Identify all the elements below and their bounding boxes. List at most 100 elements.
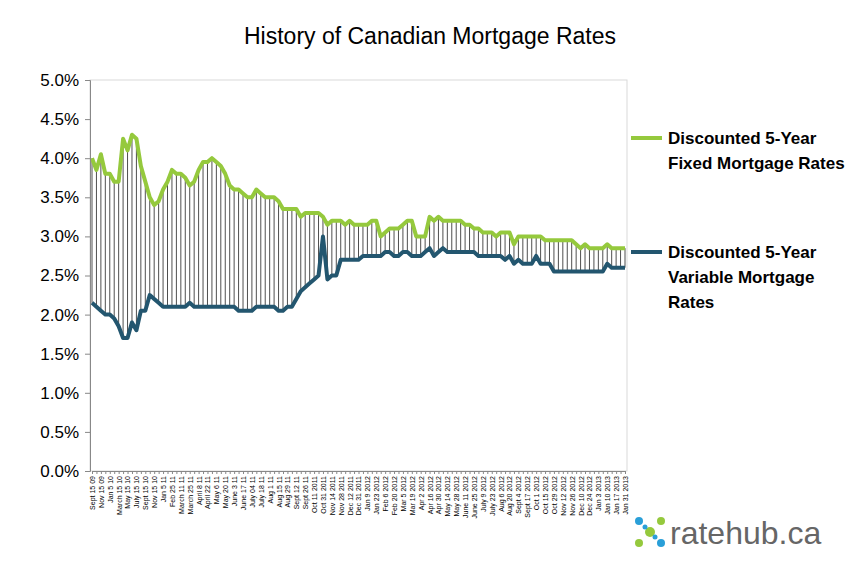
y-tick: 1.5% bbox=[40, 345, 90, 364]
spread-line bbox=[105, 174, 106, 315]
x-tick-label: Nov 14 2011 bbox=[329, 476, 336, 515]
spread-line bbox=[416, 236, 417, 256]
x-tick-label: Oct 31 2011 bbox=[320, 476, 327, 514]
x-tick-label: Jan 3 2013 bbox=[595, 476, 602, 511]
x-tick-mark bbox=[563, 471, 564, 474]
x-tick: Dec 12 2011 bbox=[347, 471, 354, 515]
x-tick: Nov 15 10 bbox=[151, 471, 158, 508]
x-tick: Aug 1 11 bbox=[267, 471, 275, 504]
spread-line bbox=[305, 213, 306, 287]
x-tick: Jan 31 2013 bbox=[622, 471, 629, 515]
spread-line bbox=[185, 178, 186, 307]
spread-line bbox=[216, 162, 217, 307]
y-tick: 4.5% bbox=[40, 110, 90, 129]
x-tick-mark bbox=[194, 471, 195, 474]
x-tick: Oct 1 2012 bbox=[533, 471, 540, 510]
x-tick: July 23 2012 bbox=[489, 471, 497, 516]
y-tick-mark bbox=[85, 236, 90, 237]
x-tick-label: April 8 11 bbox=[196, 476, 204, 505]
x-tick-mark bbox=[292, 471, 293, 474]
x-tick bbox=[185, 471, 186, 474]
y-tick-label: 1.5% bbox=[40, 345, 79, 364]
x-tick bbox=[114, 471, 115, 474]
spread-line bbox=[123, 139, 124, 338]
x-tick-mark bbox=[603, 471, 604, 474]
x-tick bbox=[416, 471, 417, 474]
x-tick-mark bbox=[230, 471, 231, 474]
spread-line bbox=[620, 248, 621, 268]
x-tick-mark bbox=[212, 471, 213, 474]
x-tick bbox=[567, 471, 568, 474]
x-tick: Aug 20 2012 bbox=[506, 471, 514, 516]
x-tick: Feb 20 2012 bbox=[391, 471, 398, 515]
x-tick-mark bbox=[572, 471, 573, 474]
spread-line bbox=[300, 217, 301, 291]
y-tick-label: 5.0% bbox=[40, 71, 79, 90]
x-tick: Apr 30 2012 bbox=[435, 471, 443, 514]
x-tick-label: Sept 15 10 bbox=[142, 476, 150, 510]
x-tick-mark bbox=[470, 471, 471, 474]
x-tick: Jan 3 2013 bbox=[595, 471, 602, 511]
x-tick: May 14 2012 bbox=[444, 471, 452, 516]
x-tick-label: Feb 20 2012 bbox=[391, 476, 398, 515]
plot-frame bbox=[90, 80, 627, 471]
x-tick-mark bbox=[310, 471, 311, 474]
x-tick bbox=[496, 471, 497, 474]
x-tick: Jan 10 2013 bbox=[604, 471, 611, 515]
x-tick-mark bbox=[359, 471, 360, 474]
spread-line bbox=[251, 197, 252, 310]
x-tick bbox=[381, 471, 382, 474]
x-tick-label: July 15 10 bbox=[133, 476, 141, 508]
spread-line bbox=[225, 174, 226, 307]
x-tick-mark bbox=[323, 471, 324, 474]
x-tick: Dec 31 2011 bbox=[355, 471, 362, 515]
x-tick-mark bbox=[296, 471, 297, 474]
x-tick-label: June 3 11 bbox=[231, 476, 238, 506]
x-tick-label: March 11 11 bbox=[178, 476, 185, 514]
x-tick-label: Nov 28 2011 bbox=[338, 476, 345, 515]
x-tick-label: Feb 6 2012 bbox=[382, 476, 389, 512]
x-tick-mark bbox=[523, 471, 524, 474]
x-tick-mark bbox=[403, 471, 404, 474]
x-tick-mark bbox=[270, 471, 271, 474]
x-tick: Aug 15 11 bbox=[276, 471, 284, 507]
y-axis: 0.0%0.5%1.0%1.5%2.0%2.5%3.0%3.5%4.0%4.5%… bbox=[40, 71, 90, 481]
spread-line bbox=[469, 225, 470, 252]
x-tick-label: Jan 10 2013 bbox=[604, 476, 611, 515]
x-tick-mark bbox=[385, 471, 386, 474]
x-tick: March 25 11 bbox=[187, 471, 194, 514]
spread-line bbox=[109, 174, 110, 315]
x-tick: Apr 2 2012 bbox=[418, 471, 426, 510]
x-tick-mark bbox=[261, 471, 262, 474]
spread-line bbox=[114, 182, 115, 319]
spread-line bbox=[567, 240, 568, 271]
x-tick-mark bbox=[185, 471, 186, 474]
x-tick-mark bbox=[314, 471, 315, 474]
spread-line bbox=[491, 232, 492, 255]
y-tick: 5.0% bbox=[40, 71, 90, 90]
x-tick-mark bbox=[372, 471, 373, 474]
spread-line bbox=[140, 166, 141, 311]
spread-line bbox=[362, 225, 363, 256]
spread-line bbox=[616, 248, 617, 268]
spread-line bbox=[194, 182, 195, 307]
spread-line bbox=[278, 201, 279, 310]
x-tick-label: Sept 15 09 bbox=[89, 476, 97, 510]
spread-line bbox=[296, 209, 297, 299]
spread-line bbox=[314, 213, 315, 279]
x-tick-label: Feb 25 11 bbox=[169, 476, 176, 507]
x-tick-mark bbox=[327, 471, 328, 474]
series-line bbox=[92, 236, 625, 338]
x-tick-label: May 15 10 bbox=[124, 476, 132, 509]
x-tick: May 28 2012 bbox=[453, 471, 461, 516]
x-tick-mark bbox=[181, 471, 182, 474]
x-tick bbox=[576, 471, 577, 474]
x-tick-mark bbox=[301, 471, 302, 474]
y-tick-label: 0.0% bbox=[40, 462, 79, 481]
x-tick-mark bbox=[145, 471, 146, 474]
x-tick-label: Sept 4 2012 bbox=[515, 476, 523, 514]
x-tick-mark bbox=[101, 471, 102, 474]
x-tick bbox=[247, 471, 248, 474]
x-tick bbox=[159, 471, 160, 474]
x-tick-mark bbox=[616, 471, 617, 474]
